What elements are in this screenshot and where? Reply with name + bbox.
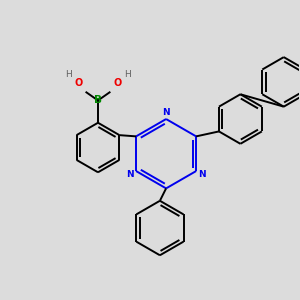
Text: H: H: [124, 70, 131, 79]
Text: H: H: [65, 70, 72, 79]
Text: N: N: [162, 108, 170, 117]
Text: O: O: [74, 78, 82, 88]
Text: N: N: [198, 170, 206, 179]
Text: B: B: [94, 95, 102, 106]
Text: N: N: [126, 170, 134, 179]
Text: O: O: [114, 78, 122, 88]
